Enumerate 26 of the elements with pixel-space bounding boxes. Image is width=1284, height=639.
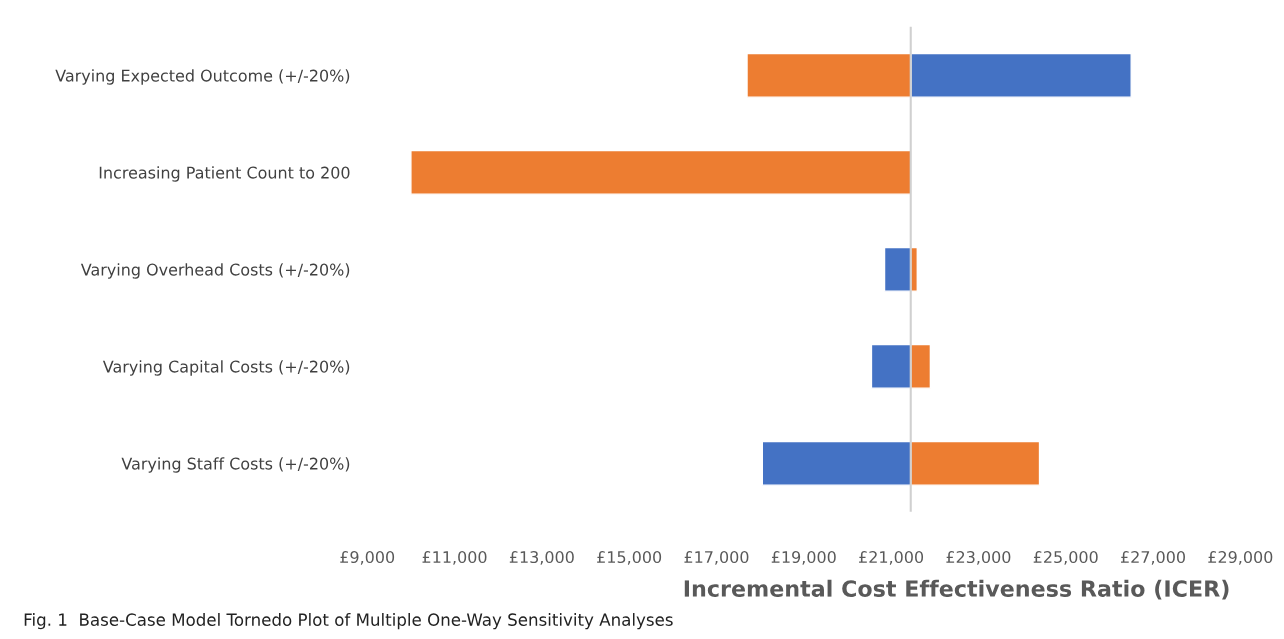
x-tick-label: £9,000 — [340, 551, 395, 565]
y-tick-label: Increasing Patient Count to 200 — [99, 166, 350, 182]
bar — [883, 246, 912, 292]
y-tick-label: Varying Capital Costs (+/-20%) — [102, 360, 350, 376]
y-tick-label: Varying Staff Costs (+/-20%) — [121, 457, 350, 473]
bar — [910, 440, 1041, 486]
y-tick-label: Varying Expected Outcome (+/-20%) — [55, 69, 350, 85]
bar — [761, 440, 912, 486]
bar — [746, 52, 912, 98]
x-tick-label: £27,000 — [1121, 551, 1185, 565]
y-tick-label: Varying Overhead Costs (+/-20%) — [80, 263, 350, 279]
x-tick-label: £21,000 — [859, 551, 924, 565]
bar — [410, 149, 912, 195]
x-tick-label: £23,000 — [946, 551, 1011, 565]
bar — [910, 52, 1132, 98]
x-tick-label: £11,000 — [422, 551, 487, 565]
x-tick-label: £13,000 — [509, 551, 574, 565]
bar — [870, 343, 912, 389]
x-tick-label: £29,000 — [1208, 551, 1273, 565]
caption: Fig. 1 Base-Case Model Tornedo Plot of Multiple One-Way Sensitivity Analyses — [24, 613, 673, 630]
x-tick-label: £19,000 — [771, 551, 836, 565]
x-tick-label: £25,000 — [1033, 551, 1098, 565]
x-tick-label: £15,000 — [597, 551, 662, 565]
x-tick-label: £17,000 — [684, 551, 749, 565]
x-axis-title: Incremental Cost Effectiveness Ratio (ICER) — [684, 579, 1229, 600]
bar — [910, 343, 932, 389]
